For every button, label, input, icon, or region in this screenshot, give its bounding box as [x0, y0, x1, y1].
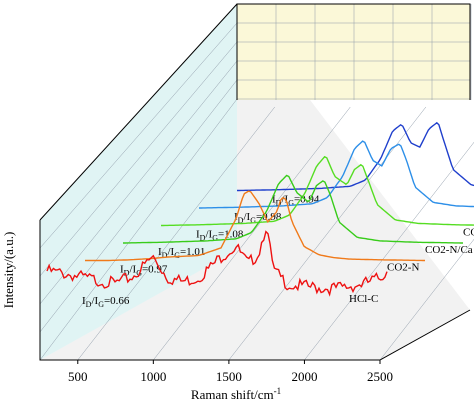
- series-name-label: CO2-N/Fe: [463, 227, 474, 239]
- floor-grid-line: [304, 141, 474, 361]
- series-co2-n: CO2-NID/IG=0.97: [85, 190, 425, 278]
- x-tick-label: 1000: [140, 369, 166, 384]
- floor-grid-line: [379, 238, 474, 361]
- floor-grid-line: [153, 106, 351, 361]
- x-tick-label: 1500: [216, 369, 242, 384]
- frame-left-depth: [39, 3, 238, 221]
- chart-walls: [40, 4, 470, 360]
- side-grid-line: [39, 79, 238, 333]
- side-grid-line: [39, 98, 238, 361]
- chart-frame: [39, 3, 471, 361]
- x-axis-label: Raman shift/cm-1: [191, 386, 281, 402]
- side-grid-line: [39, 41, 238, 277]
- y-axis-label: Intensity/(a.u.): [1, 232, 16, 309]
- chart-series-group: CO2-N/P/FeID/IG=0.94CO2-N/PID/IG=0.98CO2…: [46, 121, 474, 309]
- series-name-label: CO2-N/Ca: [425, 244, 473, 256]
- x-tick-label: 500: [68, 369, 88, 384]
- floor-grid-line: [77, 106, 275, 361]
- id-ig-ratio-label: ID/IG=0.66: [82, 295, 130, 309]
- series-hcl-c: HCl-C ID/IG=0.66: [46, 230, 388, 309]
- side-grid-line: [39, 22, 238, 249]
- frame-back: [236, 3, 471, 100]
- series-line: [123, 174, 463, 244]
- series-name-label: HCl-C: [349, 293, 378, 305]
- series-line: [199, 140, 474, 209]
- floor-grid-line: [228, 106, 427, 361]
- frame-front: [39, 220, 380, 361]
- id-ig-ratio-label: ID/IG=1.08: [196, 229, 244, 243]
- frame-right-depth: [379, 309, 471, 361]
- series-name-label: CO2-N: [387, 262, 419, 274]
- series-line: [85, 190, 425, 262]
- series-line: [161, 155, 474, 227]
- x-tick-label: 2500: [367, 369, 393, 384]
- series-line: [237, 121, 474, 192]
- series-co2-n-fe: CO2-N/Fe ID/IG=1.08: [161, 155, 474, 243]
- x-axis-ticks: 500 1000 1500 2000 2500: [68, 360, 393, 384]
- floor-plane: [40, 4, 470, 360]
- side-grid-line: [39, 60, 238, 305]
- side-wall: [40, 4, 237, 360]
- back-wall: [237, 4, 470, 100]
- series-line: [46, 230, 388, 297]
- x-tick-label: 2000: [291, 369, 317, 384]
